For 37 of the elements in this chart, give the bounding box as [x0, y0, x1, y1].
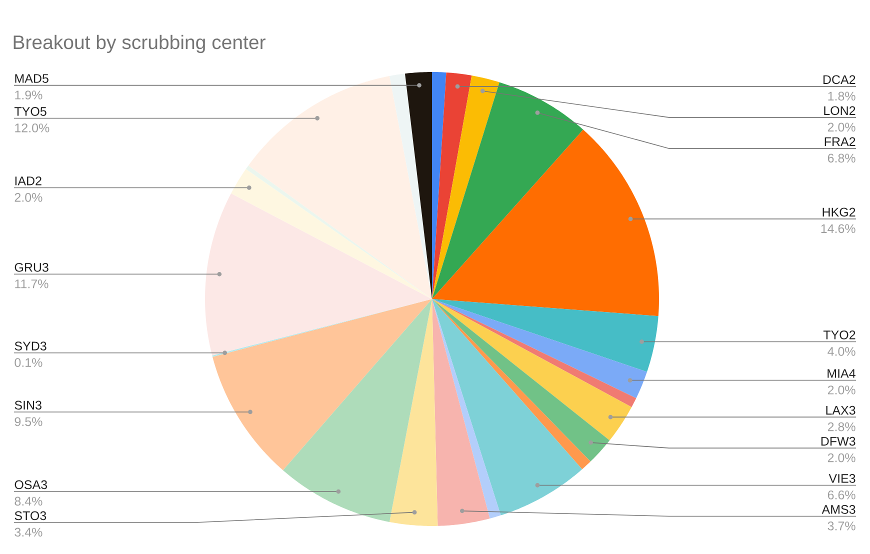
data-label: 2.0%	[828, 386, 856, 394]
data-label: 3.7%	[828, 522, 856, 530]
data-label: 2.0%	[828, 122, 856, 132]
data-label: 11.7%	[15, 279, 48, 288]
slice-label: VIE3	[828, 474, 856, 483]
data-label: 8.4%	[14, 496, 42, 506]
slice-label: DCA2	[823, 75, 856, 84]
slice-label: TYO2	[823, 330, 856, 340]
data-label: 14.6%	[821, 224, 856, 234]
data-label: 6.8%	[828, 154, 856, 163]
data-label: 9.5%	[14, 417, 42, 426]
slice-label: SIN3	[14, 400, 42, 410]
data-label: 2.8%	[828, 422, 856, 432]
slice-label: HKG2	[822, 208, 856, 217]
slice-label: OSA3	[14, 480, 48, 490]
data-label: 4.0%	[828, 347, 856, 356]
slice-label: FRA2	[824, 137, 856, 146]
data-label: 1.9%	[15, 90, 42, 100]
slice-label: TYO5	[14, 107, 46, 116]
data-label: 12.0%	[15, 124, 50, 132]
slice-label: DFW3	[821, 436, 856, 446]
slice-label: MAD5	[15, 74, 48, 83]
slice-label: LAX3	[826, 406, 856, 415]
slice-label: LON2	[824, 106, 856, 116]
slice-label: AMS3	[822, 505, 856, 514]
slice-label: MIA4	[828, 369, 856, 378]
data-label: 2.0%	[14, 193, 42, 202]
data-label: 6.6%	[828, 490, 856, 500]
slice-label: GRU3	[14, 262, 48, 272]
data-label: 0.1%	[14, 358, 42, 368]
slice-label: IAD2	[15, 176, 42, 186]
slice-label: STO3	[14, 511, 46, 520]
chart-title: Breakout by scrubbing center	[14, 34, 266, 54]
data-label: 2.0%	[828, 453, 856, 462]
data-label: 3.4%	[14, 528, 42, 537]
slice-label: SYD3	[14, 342, 46, 351]
data-label: 1.8%	[828, 92, 856, 101]
